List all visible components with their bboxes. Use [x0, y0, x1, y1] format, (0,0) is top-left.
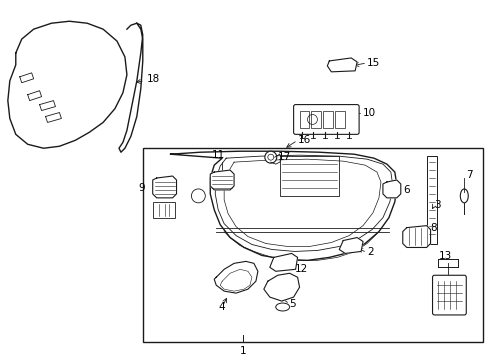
Polygon shape: [264, 273, 299, 301]
Polygon shape: [119, 23, 142, 152]
Text: 8: 8: [429, 222, 436, 233]
Polygon shape: [382, 180, 400, 198]
Text: 5: 5: [289, 299, 296, 309]
Bar: [335, 111, 345, 129]
Bar: [323, 111, 333, 129]
Text: 10: 10: [362, 108, 375, 117]
Text: 7: 7: [466, 170, 472, 180]
Text: 6: 6: [402, 185, 408, 195]
Bar: [142, 148, 482, 342]
Bar: [299, 111, 309, 129]
Bar: [152, 202, 174, 218]
Text: 3: 3: [434, 200, 440, 210]
Text: 16: 16: [297, 135, 310, 145]
Polygon shape: [214, 261, 257, 293]
Text: 11: 11: [211, 150, 224, 160]
Polygon shape: [402, 226, 429, 247]
Text: 17: 17: [277, 152, 290, 162]
Text: 4: 4: [219, 302, 225, 312]
Text: 2: 2: [366, 247, 373, 257]
FancyBboxPatch shape: [432, 275, 466, 315]
Text: 13: 13: [438, 251, 451, 261]
Text: 1: 1: [239, 346, 246, 356]
Text: 12: 12: [294, 264, 307, 274]
Text: 9: 9: [138, 183, 144, 193]
Bar: [311, 111, 321, 129]
Polygon shape: [152, 176, 176, 198]
Bar: [426, 156, 436, 243]
Circle shape: [264, 151, 276, 163]
Polygon shape: [210, 170, 234, 190]
FancyBboxPatch shape: [293, 105, 358, 134]
Polygon shape: [269, 253, 297, 271]
Text: 14: 14: [438, 275, 451, 285]
Polygon shape: [326, 58, 356, 72]
Polygon shape: [339, 238, 362, 253]
Text: 18: 18: [146, 74, 160, 84]
Text: 15: 15: [366, 58, 380, 68]
